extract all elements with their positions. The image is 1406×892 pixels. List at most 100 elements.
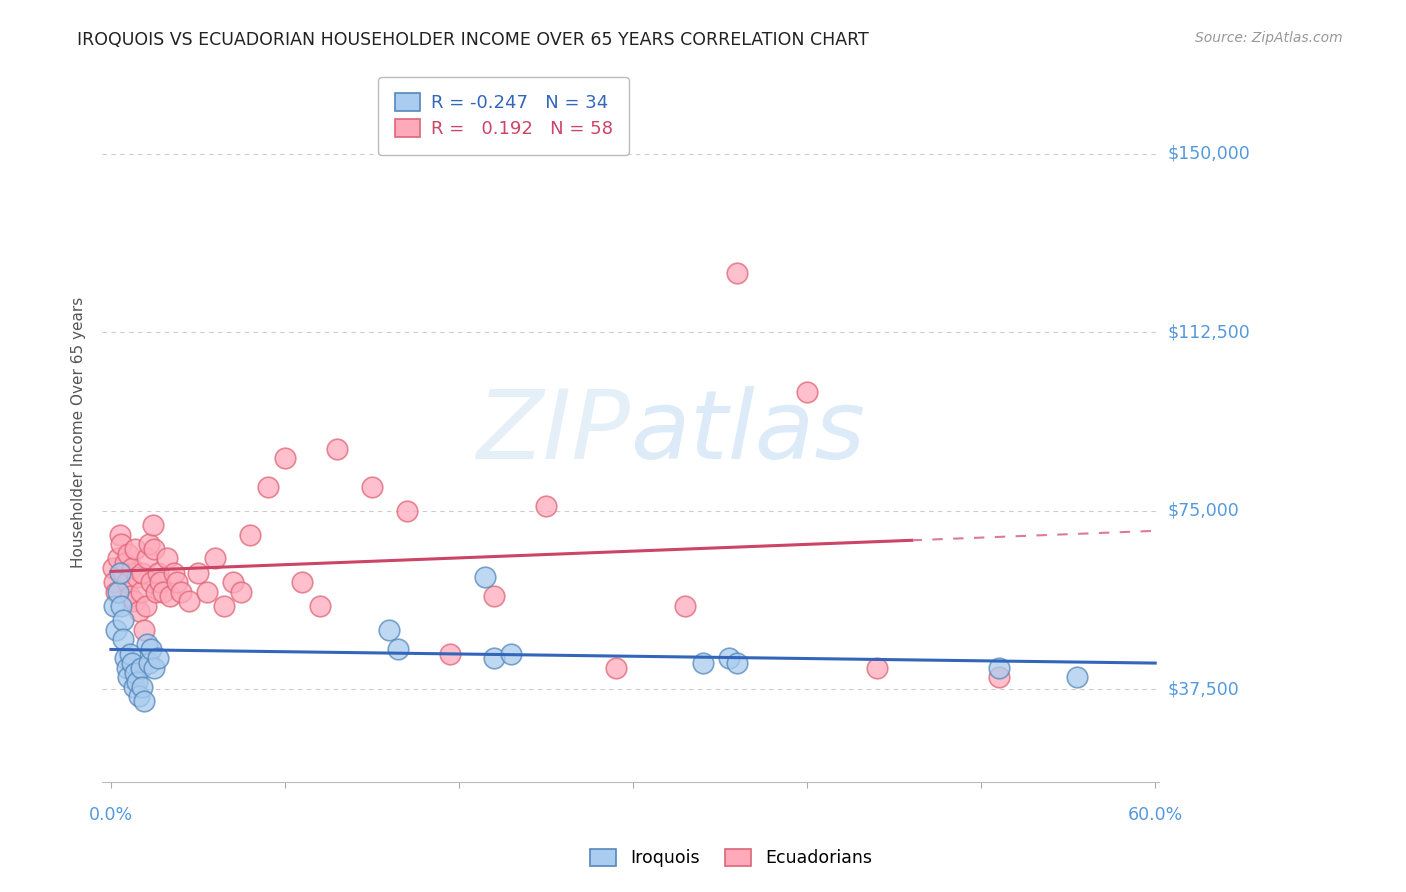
Point: [112, 566, 135, 580]
Text: 60.0%: 60.0%: [1128, 806, 1182, 824]
Point: [212, 599, 235, 613]
Point: [117, 547, 139, 561]
Y-axis label: Householder Income Over 65 years: Householder Income Over 65 years: [72, 296, 86, 568]
Point: [987, 670, 1010, 684]
Point: [378, 623, 401, 637]
Point: [222, 575, 245, 590]
Point: [121, 561, 143, 575]
Point: [105, 623, 128, 637]
Point: [146, 566, 169, 580]
Point: [125, 675, 148, 690]
Point: [179, 594, 201, 608]
Legend: R = -0.247   N = 34, R =   0.192   N = 58: R = -0.247 N = 34, R = 0.192 N = 58: [378, 78, 628, 154]
Point: [395, 504, 418, 518]
Point: [482, 590, 505, 604]
Point: [796, 384, 818, 399]
Point: [326, 442, 349, 456]
Point: [1066, 670, 1088, 684]
Point: [727, 656, 749, 670]
Point: [120, 590, 142, 604]
Point: [169, 584, 191, 599]
Point: [110, 599, 132, 613]
Point: [138, 537, 160, 551]
Point: [534, 499, 557, 513]
Point: [110, 537, 132, 551]
Point: [115, 575, 138, 590]
Point: [501, 647, 523, 661]
Point: [166, 575, 188, 590]
Point: [103, 575, 125, 590]
Point: [117, 670, 139, 684]
Legend: Iroquois, Ecuadorians: Iroquois, Ecuadorians: [583, 842, 879, 874]
Text: $150,000: $150,000: [1167, 145, 1250, 162]
Point: [256, 480, 278, 494]
Point: [291, 575, 314, 590]
Point: [105, 584, 128, 599]
Point: [195, 584, 218, 599]
Point: [107, 551, 129, 566]
Point: [474, 570, 496, 584]
Point: [146, 651, 169, 665]
Point: [115, 661, 138, 675]
Point: [124, 541, 146, 556]
Point: [727, 266, 749, 280]
Point: [132, 623, 155, 637]
Point: [135, 599, 157, 613]
Point: [132, 694, 155, 708]
Point: [142, 518, 165, 533]
Point: [187, 566, 209, 580]
Point: [128, 690, 150, 704]
Point: [155, 551, 177, 566]
Point: [239, 527, 262, 541]
Point: [139, 575, 162, 590]
Point: [131, 566, 153, 580]
Text: $75,000: $75,000: [1167, 501, 1239, 520]
Point: [122, 594, 145, 608]
Point: [717, 651, 740, 665]
Point: [138, 656, 160, 670]
Text: atlas: atlas: [630, 385, 866, 479]
Point: [673, 599, 696, 613]
Point: [124, 665, 146, 680]
Point: [129, 661, 152, 675]
Point: [136, 637, 159, 651]
Point: [131, 680, 153, 694]
Point: [987, 661, 1010, 675]
Point: [108, 527, 131, 541]
Text: IROQUOIS VS ECUADORIAN HOUSEHOLDER INCOME OVER 65 YEARS CORRELATION CHART: IROQUOIS VS ECUADORIAN HOUSEHOLDER INCOM…: [77, 31, 869, 49]
Point: [101, 561, 124, 575]
Point: [120, 647, 142, 661]
Point: [143, 541, 166, 556]
Point: [129, 584, 152, 599]
Point: [139, 641, 162, 656]
Point: [121, 656, 143, 670]
Text: 0.0%: 0.0%: [89, 806, 134, 824]
Point: [107, 584, 129, 599]
Point: [112, 613, 135, 627]
Point: [145, 584, 167, 599]
Point: [866, 661, 889, 675]
Point: [114, 651, 136, 665]
Point: [136, 551, 159, 566]
Point: [692, 656, 714, 670]
Point: [162, 566, 184, 580]
Point: [274, 451, 297, 466]
Point: [439, 647, 461, 661]
Point: [122, 680, 145, 694]
Point: [387, 641, 409, 656]
Point: [482, 651, 505, 665]
Point: [108, 566, 131, 580]
Point: [103, 599, 125, 613]
Point: [159, 590, 181, 604]
Text: Source: ZipAtlas.com: Source: ZipAtlas.com: [1195, 31, 1343, 45]
Point: [143, 661, 166, 675]
Point: [128, 604, 150, 618]
Text: $37,500: $37,500: [1167, 681, 1239, 698]
Point: [152, 584, 174, 599]
Point: [361, 480, 384, 494]
Point: [149, 575, 172, 590]
Point: [125, 570, 148, 584]
Point: [605, 661, 627, 675]
Text: $112,500: $112,500: [1167, 323, 1250, 341]
Point: [112, 632, 135, 647]
